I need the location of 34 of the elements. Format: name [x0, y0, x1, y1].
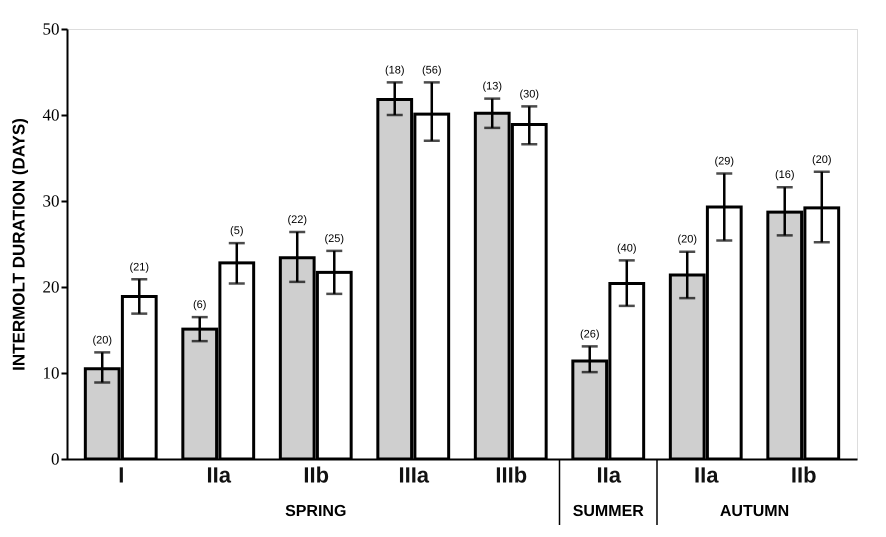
- text: AUTUMN: [720, 503, 790, 520]
- x-tick-label: IIIb: [495, 462, 528, 488]
- x-tick-label: IIb: [790, 462, 817, 488]
- y-axis-title: INTERMOLT DURATION (DAYS): [10, 118, 28, 371]
- text: SPRING: [285, 503, 346, 520]
- x-tick-label: IIa: [694, 462, 720, 488]
- annotation: (16): [774, 169, 795, 182]
- annotation: (30): [519, 88, 540, 100]
- annotation: (25): [324, 232, 344, 245]
- text: SUMMER: [572, 503, 644, 520]
- annotation: (5): [230, 225, 244, 238]
- annotation: (20): [92, 334, 112, 346]
- annotation: (56): [422, 64, 442, 76]
- annotation: (21): [129, 261, 150, 274]
- annotation: (13): [482, 80, 502, 93]
- x-tick-label: IIa: [596, 462, 622, 488]
- x-tick-label: IIb: [303, 462, 330, 488]
- annotation: (20): [812, 154, 832, 166]
- y-tick-label: 50: [42, 20, 60, 38]
- y-tick-label: 10: [42, 364, 60, 382]
- x-tick-label: IIIa: [398, 462, 430, 488]
- annotation: (6): [193, 299, 206, 312]
- y-tick-label: 40: [42, 106, 60, 124]
- annotation: (22): [287, 214, 308, 226]
- annotation: (26): [580, 328, 600, 340]
- annotation: (29): [714, 155, 734, 168]
- y-tick-label: 30: [42, 192, 60, 210]
- x-tick-label: IIa: [206, 462, 232, 488]
- x-tick-label: I: [118, 462, 124, 488]
- annotation: (18): [384, 64, 405, 76]
- y-tick-label: 20: [42, 278, 60, 296]
- annotation: (20): [677, 234, 698, 246]
- annotation: (40): [616, 242, 637, 254]
- y-tick-label: 0: [51, 450, 60, 468]
